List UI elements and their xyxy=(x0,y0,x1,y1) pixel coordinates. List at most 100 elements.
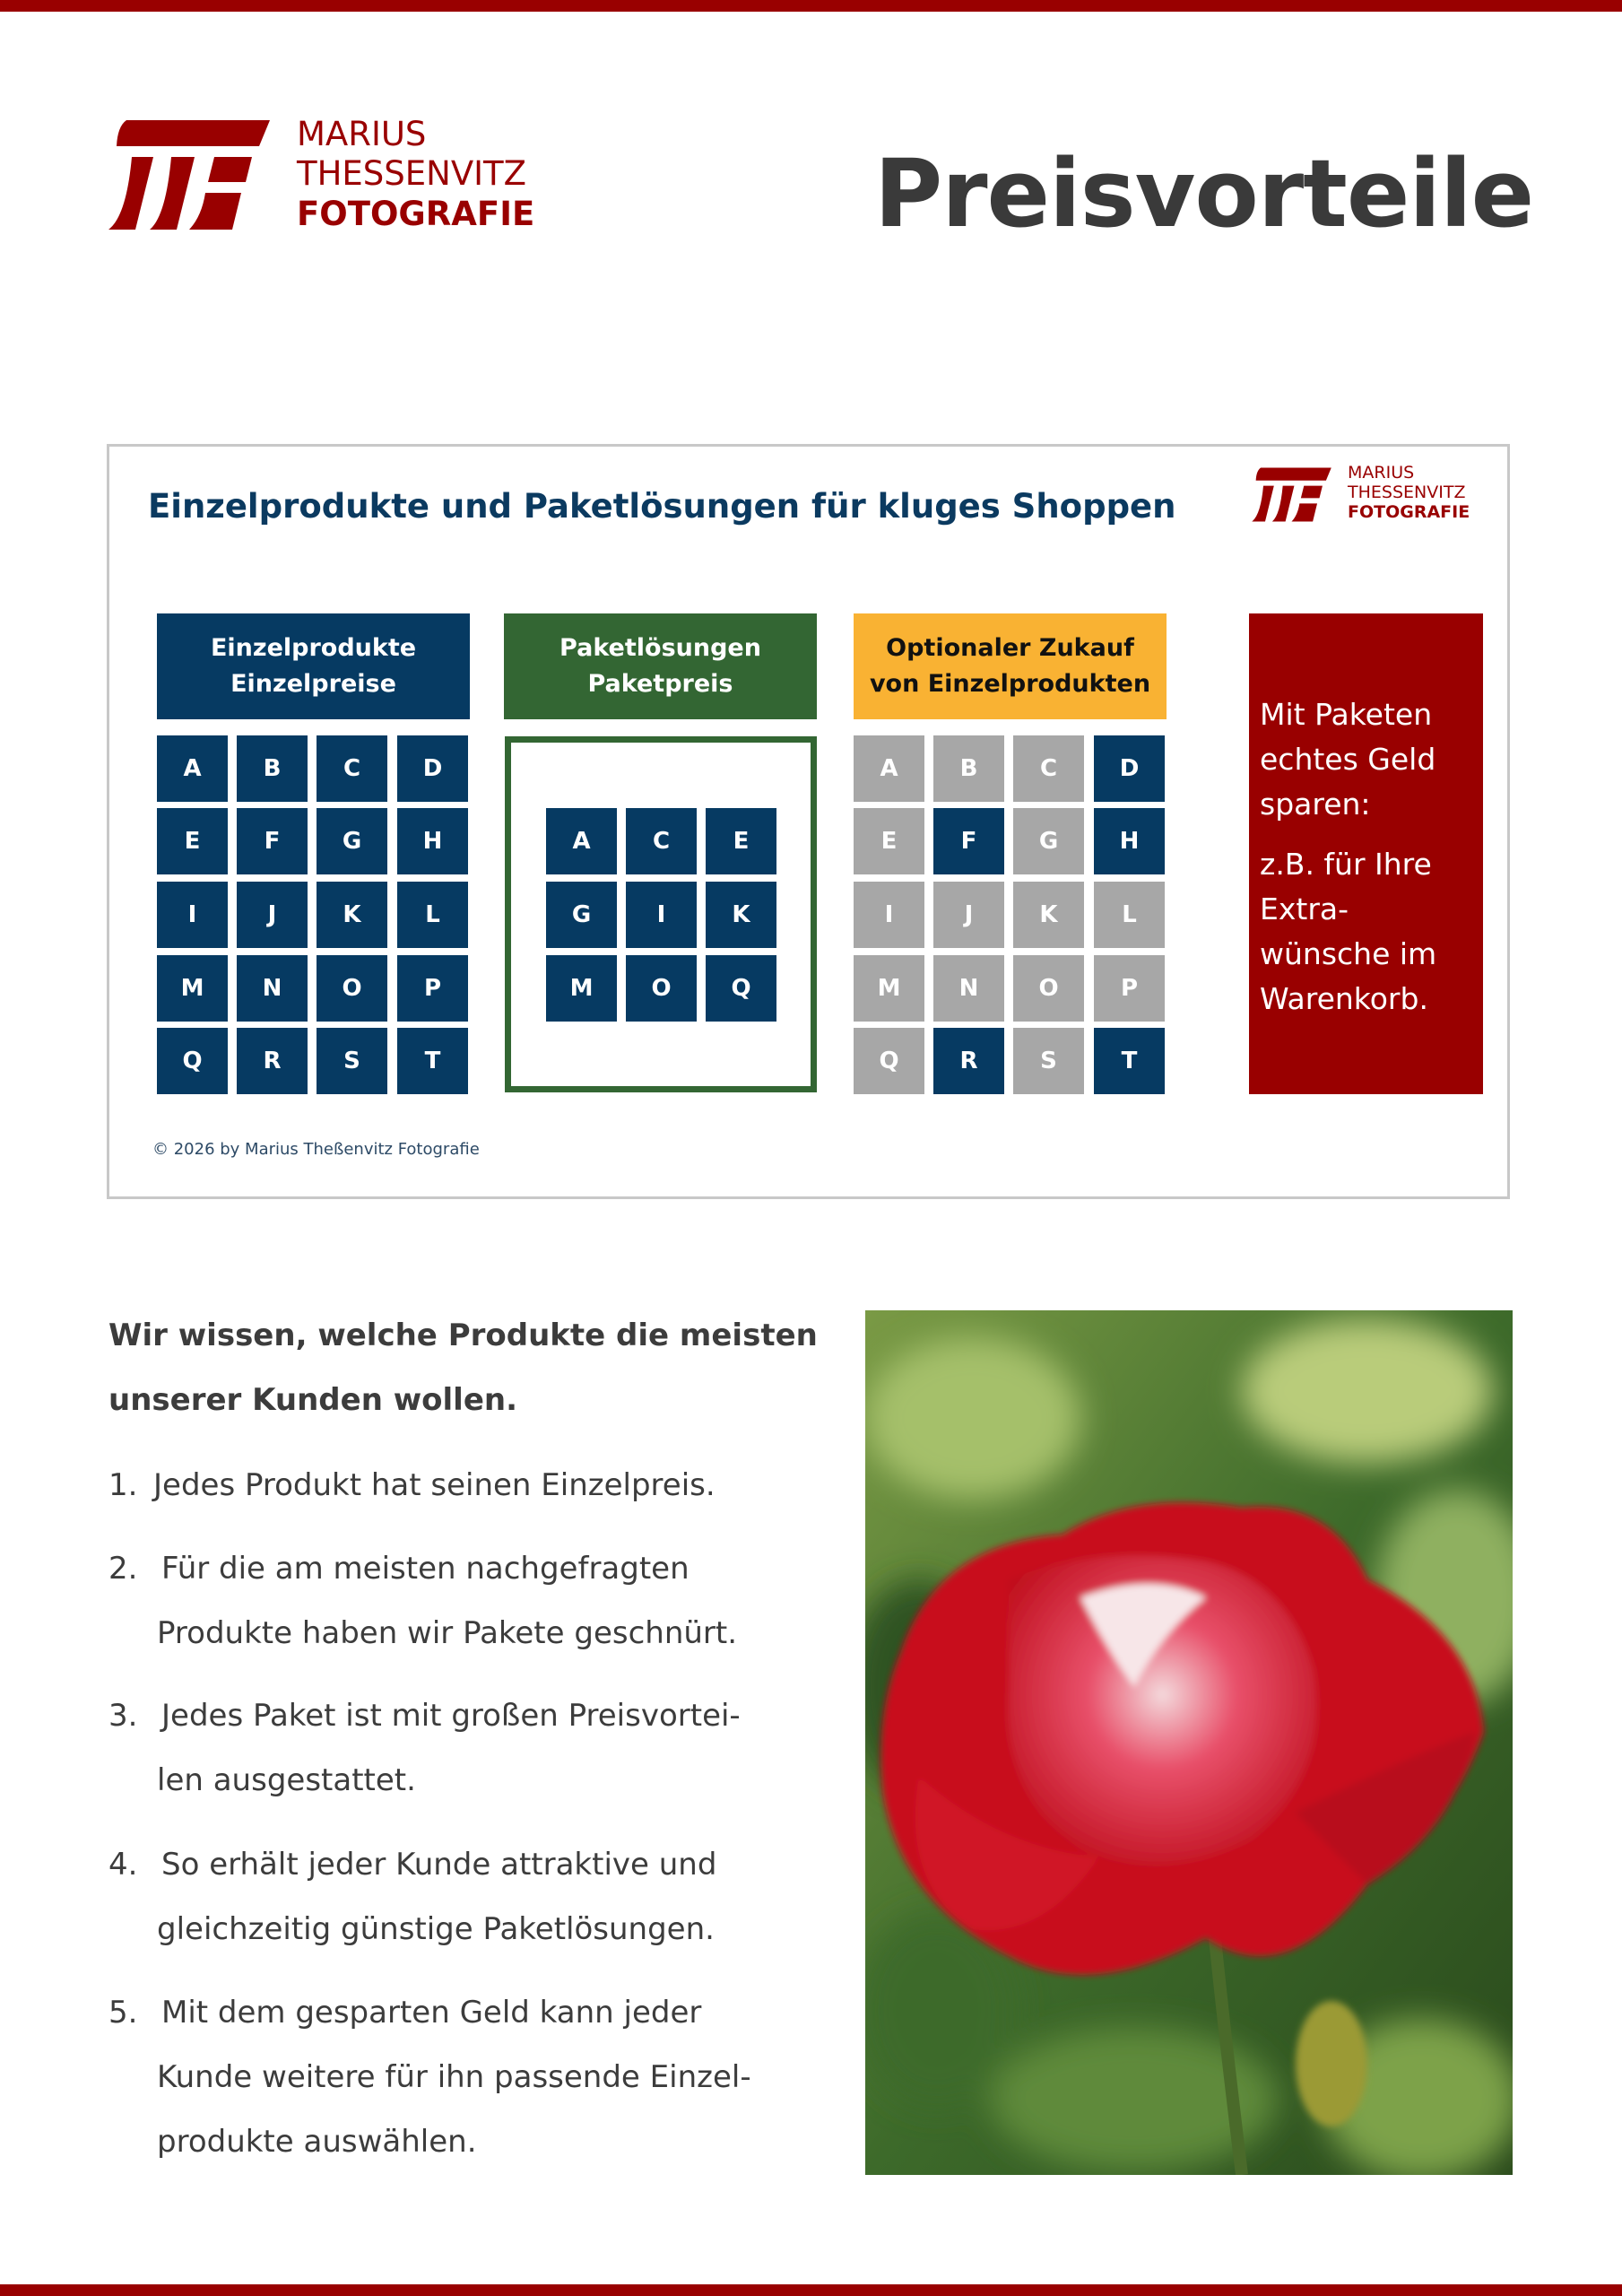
single-product-tile-k: K xyxy=(317,882,387,948)
single-product-tile-e: E xyxy=(157,808,228,874)
savings-line: Warenkorb. xyxy=(1260,981,1428,1016)
column-header-line: von Einzelprodukten xyxy=(869,670,1151,698)
column-header-line: Paketlösungen xyxy=(559,634,761,662)
logo-line-1: MARIUS xyxy=(297,115,427,153)
optional-product-tile-m: M xyxy=(854,955,924,1022)
optional-product-tile-n: N xyxy=(933,955,1004,1022)
single-product-tile-j: J xyxy=(237,882,308,948)
list-item-line: So erhält jeder Kunde attraktive und xyxy=(161,1847,717,1883)
optional-product-tile-p: P xyxy=(1094,955,1165,1022)
intro-line: unserer Kunden wollen. xyxy=(108,1382,517,1418)
optional-product-tile-i: I xyxy=(854,882,924,948)
optional-product-tile-l: L xyxy=(1094,882,1165,948)
package-product-tile-o: O xyxy=(626,955,697,1022)
optional-product-tile-s: S xyxy=(1013,1028,1084,1094)
list-number: 3. xyxy=(108,1698,138,1734)
list-item-line: Mit dem gesparten Geld kann jeder xyxy=(161,1995,702,2031)
logo-mark-icon xyxy=(1252,467,1331,522)
optional-product-tile-a: A xyxy=(854,735,924,802)
brand-logo: MARIUS THESSENVITZ FOTOGRAFIE xyxy=(108,117,557,232)
single-product-tile-c: C xyxy=(317,735,387,802)
single-product-tile-d: D xyxy=(397,735,468,802)
single-product-tile-q: Q xyxy=(157,1028,228,1094)
logo-line-2: THESSENVITZ xyxy=(297,154,527,193)
package-product-tile-a: A xyxy=(546,808,617,874)
single-product-tile-b: B xyxy=(237,735,308,802)
column-header-line: Paketpreis xyxy=(587,670,733,698)
rose-photo xyxy=(865,1310,1513,2175)
infographic-frame xyxy=(107,444,1510,1199)
optional-product-tile-g: G xyxy=(1013,808,1084,874)
list-item-line: produkte auswählen. xyxy=(157,2124,477,2160)
copyright-note: © 2026 by Marius Theßenvitz Fotografie xyxy=(152,1140,480,1159)
optional-product-tile-d: D xyxy=(1094,735,1165,802)
single-product-tile-n: N xyxy=(237,955,308,1022)
single-product-tile-f: F xyxy=(237,808,308,874)
single-product-tile-s: S xyxy=(317,1028,387,1094)
column-header-packages: Paketlösungen Paketpreis xyxy=(504,613,817,719)
top-accent-bar xyxy=(0,0,1622,12)
single-product-tile-m: M xyxy=(157,955,228,1022)
single-product-tile-p: P xyxy=(397,955,468,1022)
list-number: 4. xyxy=(108,1847,138,1883)
optional-product-tile-r: R xyxy=(933,1028,1004,1094)
list-item-line: Kunde weitere für ihn passende Einzel- xyxy=(157,2059,751,2095)
list-item-line: Produkte haben wir Pakete geschnürt. xyxy=(157,1615,738,1651)
optional-product-tile-e: E xyxy=(854,808,924,874)
single-product-tile-l: L xyxy=(397,882,468,948)
package-product-tile-e: E xyxy=(706,808,776,874)
logo-line-1: MARIUS xyxy=(1348,463,1415,483)
intro-line: Wir wissen, welche Produkte die meisten xyxy=(108,1318,818,1353)
optional-product-tile-c: C xyxy=(1013,735,1084,802)
optional-product-tile-b: B xyxy=(933,735,1004,802)
package-product-tile-c: C xyxy=(626,808,697,874)
savings-line: Extra- xyxy=(1260,891,1349,926)
list-item-line: len ausgestattet. xyxy=(157,1762,416,1798)
package-product-tile-q: Q xyxy=(706,955,776,1022)
optional-product-tile-k: K xyxy=(1013,882,1084,948)
savings-line: echtes Geld xyxy=(1260,742,1436,777)
bottom-accent-bar xyxy=(0,2284,1622,2296)
savings-box: Mit Paketen echtes Geld sparen: z.B. für… xyxy=(1249,613,1483,1094)
column-header-line: Optionaler Zukauf xyxy=(886,634,1134,662)
optional-product-tile-j: J xyxy=(933,882,1004,948)
savings-line: z.B. für Ihre xyxy=(1260,847,1432,882)
logo-line-2: THESSENVITZ xyxy=(1348,483,1466,502)
list-item-line: Für die am meisten nachgefragten xyxy=(161,1551,690,1587)
list-item-line: Jedes Produkt hat seinen Einzelpreis. xyxy=(153,1467,716,1503)
single-product-tile-h: H xyxy=(397,808,468,874)
single-product-tile-r: R xyxy=(237,1028,308,1094)
optional-product-tile-t: T xyxy=(1094,1028,1165,1094)
optional-product-tile-q: Q xyxy=(854,1028,924,1094)
infographic-title: Einzelprodukte und Paketlösungen für klu… xyxy=(148,487,1176,526)
list-number: 5. xyxy=(108,1995,138,2031)
logo-mark-icon xyxy=(108,120,270,230)
savings-line: Mit Paketen xyxy=(1260,697,1433,732)
optional-product-tile-f: F xyxy=(933,808,1004,874)
single-product-tile-g: G xyxy=(317,808,387,874)
savings-line: wünsche im xyxy=(1260,936,1437,971)
column-header-single-products: Einzelprodukte Einzelpreise xyxy=(157,613,470,719)
logo-line-3: FOTOGRAFIE xyxy=(297,195,535,233)
package-frame xyxy=(505,736,817,1092)
optional-product-tile-o: O xyxy=(1013,955,1084,1022)
single-product-tile-o: O xyxy=(317,955,387,1022)
single-product-tile-a: A xyxy=(157,735,228,802)
list-number: 1. xyxy=(108,1467,138,1503)
optional-product-tile-h: H xyxy=(1094,808,1165,874)
single-product-tile-t: T xyxy=(397,1028,468,1094)
package-product-tile-k: K xyxy=(706,882,776,948)
page-title: Preisvorteile xyxy=(874,139,1534,248)
package-product-tile-m: M xyxy=(546,955,617,1022)
single-product-tile-i: I xyxy=(157,882,228,948)
column-header-optional: Optionaler Zukauf von Einzelprodukten xyxy=(854,613,1167,719)
list-item-line: Jedes Paket ist mit großen Preisvortei- xyxy=(161,1698,741,1734)
column-header-line: Einzelprodukte xyxy=(210,634,417,662)
list-item-line: gleichzeitig günstige Paketlösungen. xyxy=(157,1911,715,1947)
package-product-tile-g: G xyxy=(546,882,617,948)
package-product-tile-i: I xyxy=(626,882,697,948)
column-header-line: Einzelpreise xyxy=(230,670,396,698)
logo-line-3: FOTOGRAFIE xyxy=(1348,502,1470,522)
list-number: 2. xyxy=(108,1551,138,1587)
savings-line: sparen: xyxy=(1260,787,1371,822)
